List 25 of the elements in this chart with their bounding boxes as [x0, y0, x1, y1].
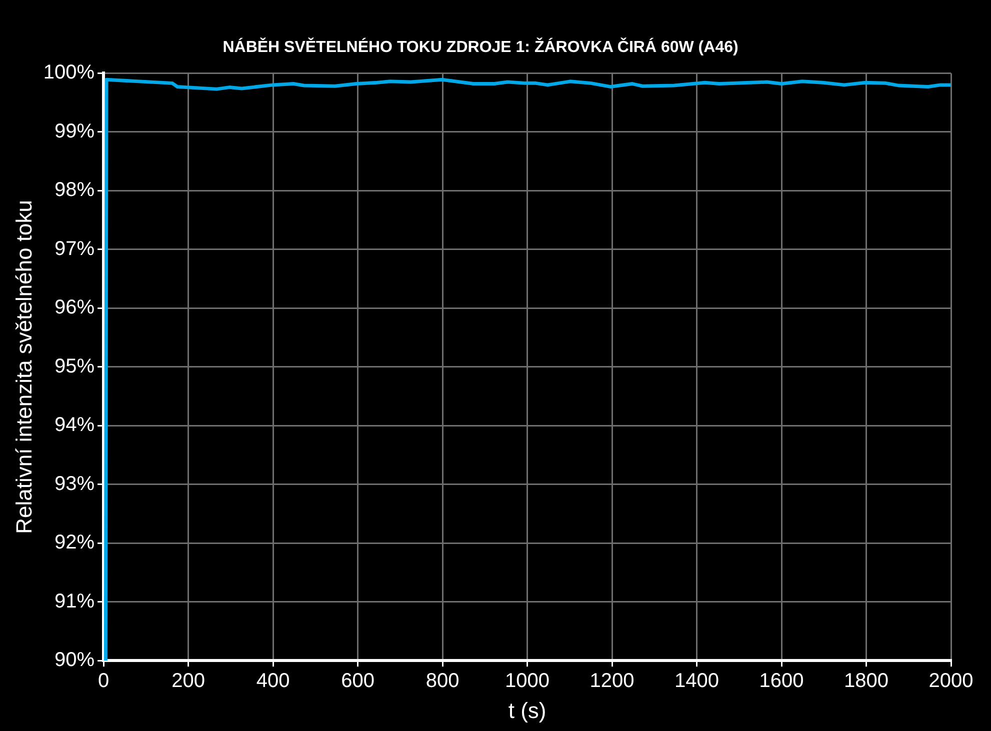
y-tick-label: 100% [43, 62, 95, 84]
y-tick-label: 91% [54, 590, 95, 612]
y-tick-label: 95% [54, 355, 95, 378]
x-tick-label: 400 [256, 670, 290, 692]
chart-title: NÁBĚH SVĚTELNÉHO TOKU ZDROJE 1: ŽÁROVKA ČIRÁ 60W (A46) [222, 37, 738, 56]
y-tick-label: 93% [54, 472, 95, 495]
x-tick-label: 1400 [674, 670, 720, 692]
x-tick-label: 800 [426, 670, 460, 692]
y-axis-title: Relativní intenzita světelného toku [11, 200, 36, 534]
y-tick-label: 92% [54, 532, 95, 554]
y-tick-label: 90% [54, 649, 95, 672]
x-tick-label: 600 [341, 670, 374, 692]
y-tick-label: 97% [54, 238, 95, 260]
x-tick-label: 1600 [759, 670, 804, 692]
x-tick-label: 0 [98, 670, 110, 692]
x-tick-label: 1800 [844, 670, 889, 692]
y-tick-label: 96% [54, 296, 95, 319]
y-tick-label: 99% [54, 120, 95, 142]
x-tick-label: 1000 [505, 670, 550, 692]
y-tick-label: 94% [54, 414, 95, 436]
x-axis-title: t (s) [508, 698, 546, 723]
y-tick-label: 98% [54, 179, 95, 202]
x-tick-label: 2000 [928, 670, 974, 692]
x-tick-label: 200 [172, 670, 205, 692]
x-tick-label: 1200 [590, 670, 634, 692]
